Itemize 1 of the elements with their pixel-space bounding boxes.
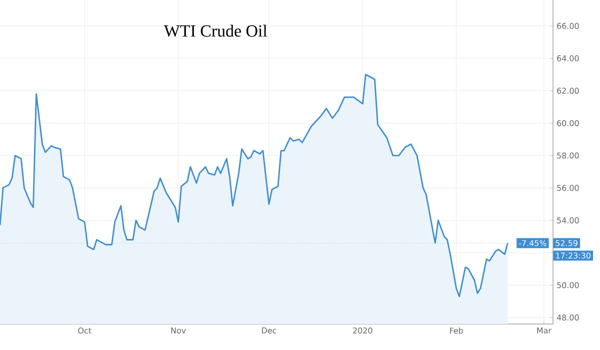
text: WTI Crude Oil [164, 24, 268, 37]
